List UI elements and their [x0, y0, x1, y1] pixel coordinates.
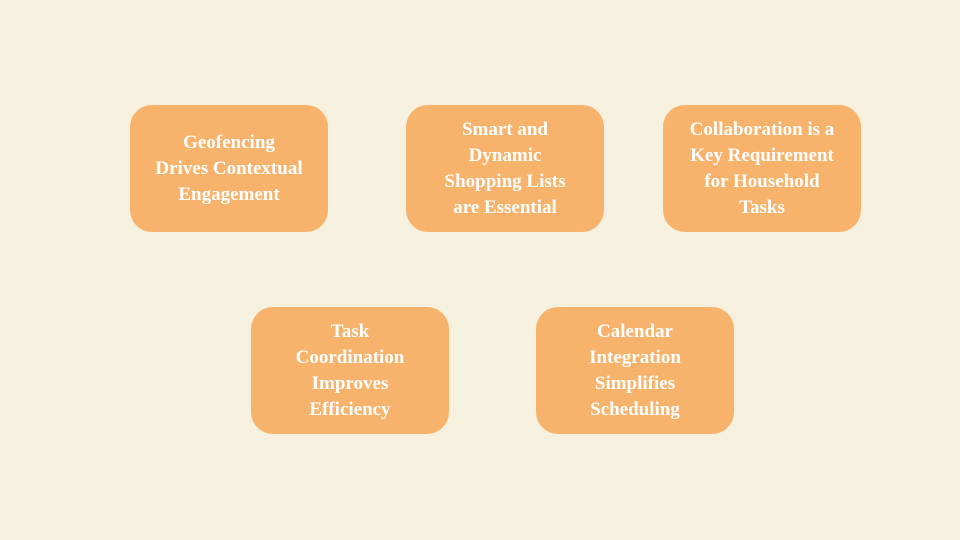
- finding-card-collaboration: Collaboration is a Key Requirement for H…: [663, 105, 861, 232]
- finding-card-calendar-integration: Calendar Integration Simplifies Scheduli…: [536, 307, 734, 434]
- finding-card-label: Calendar Integration Simplifies Scheduli…: [589, 320, 681, 420]
- finding-card-task-coordination: Task Coordination Improves Efficiency: [251, 307, 449, 434]
- finding-card-label: Geofencing Drives Contextual Engagement: [155, 131, 303, 205]
- finding-card-shopping-lists: Smart and Dynamic Shopping Lists are Ess…: [406, 105, 604, 232]
- finding-card-label: Task Coordination Improves Efficiency: [295, 320, 405, 420]
- finding-card-geofencing: Geofencing Drives Contextual Engagement: [130, 105, 328, 232]
- finding-card-label: Collaboration is a Key Requirement for H…: [689, 118, 835, 218]
- finding-card-label: Smart and Dynamic Shopping Lists are Ess…: [444, 118, 566, 218]
